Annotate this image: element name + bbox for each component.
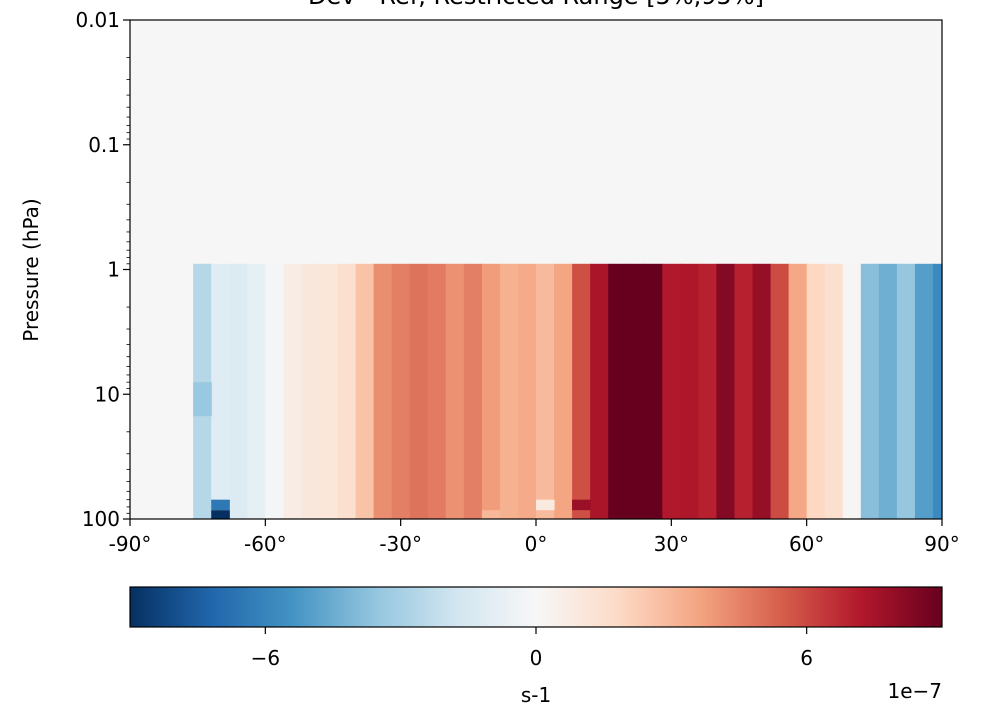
heatmap-column-16 [481,263,501,519]
x-tick-label: -30° [379,532,422,556]
y-axis-label: Pressure (hPa) [19,198,43,341]
heatmap-column-28 [698,263,718,519]
heatmap-column-25 [644,263,663,519]
heatmap-column-10 [373,263,393,519]
colorbar-scale-label: 1e−7 [887,679,942,703]
x-tick-label: -60° [244,532,287,556]
y-axis: 0.01 0.1 1 10 100 [75,8,130,531]
heatmap-cell-anomaly-5 [572,499,591,511]
heatmap-cell-anomaly-1 [211,510,230,519]
heatmap-column-35 [824,263,844,519]
y-tick-label: 100 [82,507,120,531]
y-tick-label: 10 [95,382,120,406]
heatmap-column-36 [842,263,862,519]
colorbar-tick-label: 6 [800,646,813,670]
heatmap-column-30 [734,263,754,519]
heatmap-column-39 [896,263,916,519]
heatmap-column-2 [229,263,248,519]
heatmap-column-21 [572,263,591,519]
heatmap-column-18 [517,263,537,519]
heatmap-column-29 [716,263,736,519]
colorbar-tick-label: 0 [530,646,543,670]
heatmap-cell-anomaly-4 [481,510,501,519]
heatmap-column-22 [590,263,609,519]
heatmap-column-40 [914,263,934,519]
y-tick-label: 0.01 [75,8,120,32]
heatmap-column-20 [554,263,573,519]
heatmap-column-19 [536,263,555,519]
heatmap-column-26 [662,263,681,519]
heatmap-column-8 [337,263,357,519]
x-tick-label: 30° [654,532,689,556]
heatmap-column-32 [770,263,790,519]
colorbar-ticks: −6 0 6 [251,627,813,670]
heatmap-cell-anomaly-2 [193,382,212,417]
heatmap-column-31 [752,263,772,519]
heatmap-column-7 [319,263,339,519]
heatmap-column-14 [445,263,465,519]
x-tick-label: 0° [525,532,548,556]
y-tick-label: 1 [107,258,120,282]
heatmap-column-12 [409,263,429,519]
heatmap-column-17 [499,263,519,519]
heatmap-column-38 [878,263,898,519]
heatmap-column-37 [860,263,880,519]
heatmap-column-1 [211,263,230,519]
y-tick-label: 0.1 [88,133,120,157]
chart-title: Dev - Ref, Restricted Range [5%,95%] [308,0,764,10]
heatmap-column-41 [932,263,943,519]
heatmap-column-33 [788,263,808,519]
heatmap-column-11 [391,263,411,519]
heatmap-column-4 [265,263,284,519]
heatmap-cell-anomaly-3 [536,499,555,511]
heatmap-column-27 [680,263,699,519]
heatmap-column-24 [626,263,645,519]
x-tick-label: 90° [924,532,959,556]
colorbar-label: s-1 [521,683,551,707]
heatmap-column-13 [427,263,447,519]
colorbar [129,586,943,628]
heatmap-column-34 [806,263,826,519]
x-tick-label: -90° [109,532,152,556]
heatmap-cells [193,263,943,519]
heatmap-column-5 [283,263,303,519]
heatmap-column-23 [608,263,627,519]
heatmap-column-15 [463,263,483,519]
heatmap-cell-anomaly-0 [211,499,230,511]
x-axis: -90° -60° -30° 0° 30° 60° 90° [109,519,960,556]
x-tick-label: 60° [789,532,824,556]
colorbar-tick-label: −6 [251,646,280,670]
heatmap-column-6 [301,263,321,519]
heatmap-column-9 [355,263,375,519]
heatmap-column-3 [247,263,266,519]
